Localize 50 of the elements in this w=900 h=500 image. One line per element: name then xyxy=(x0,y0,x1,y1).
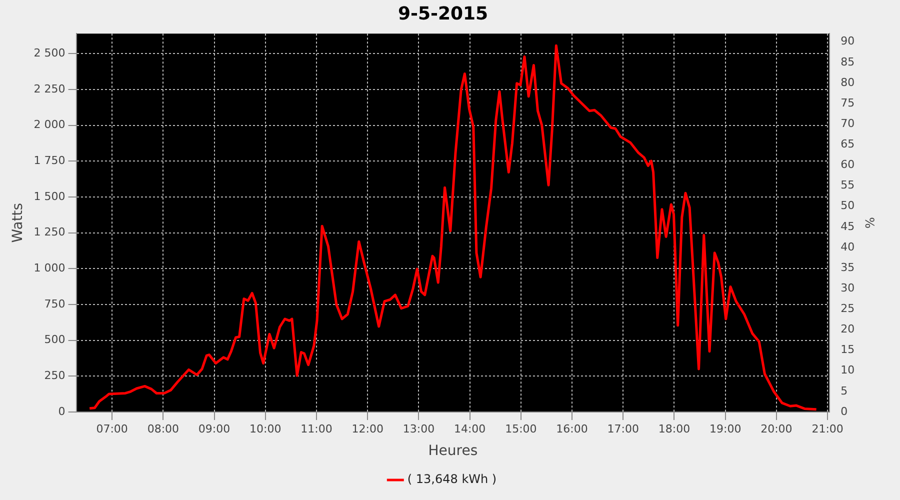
y2-tick-label: 55 xyxy=(840,178,855,192)
y2-tick-label: 75 xyxy=(840,96,855,110)
legend-label: ( 13,648 kWh ) xyxy=(407,472,497,486)
chart-title: 9-5-2015 xyxy=(398,3,488,24)
y2-tick-label: 60 xyxy=(840,158,855,172)
y2-tick-label: 70 xyxy=(840,116,855,130)
x-tick-label: 09:00 xyxy=(198,422,230,436)
y-tick-label: 250 xyxy=(44,369,66,382)
y-tick-label: 2 250 xyxy=(34,82,66,96)
y-tick-label: 2 500 xyxy=(34,46,66,60)
y2-tick-label: 25 xyxy=(840,302,855,316)
y2-tick-label: 90 xyxy=(840,34,855,48)
y2-tick-label: 40 xyxy=(840,240,855,254)
y-tick-label: 0 xyxy=(58,404,66,418)
x-tick-label: 13:00 xyxy=(402,422,435,436)
y2-tick-label: 35 xyxy=(840,260,855,274)
y-tick-label: 1 500 xyxy=(34,190,66,203)
y-tick-label: 1 000 xyxy=(34,262,66,275)
x-axis-title: Heures xyxy=(428,443,478,460)
x-tick-label: 11:00 xyxy=(300,422,332,436)
y2-tick-label: 30 xyxy=(840,281,855,294)
x-tick-label: 10:00 xyxy=(250,422,282,436)
y2-tick-label: 10 xyxy=(840,364,855,377)
x-tick-label: 15:00 xyxy=(505,422,537,436)
x-tick-label: 16:00 xyxy=(556,422,588,436)
x-tick-label: 19:00 xyxy=(709,422,742,436)
x-tick-label: 20:00 xyxy=(760,422,792,436)
x-tick-label: 17:00 xyxy=(607,422,639,436)
y-tick-label: 500 xyxy=(44,333,66,346)
y2-axis-title: % xyxy=(862,217,877,229)
y2-tick-label: 85 xyxy=(840,55,855,68)
y-tick-label: 1 750 xyxy=(34,154,66,168)
y-tick-label: 750 xyxy=(44,297,66,310)
y-axis-title: Watts xyxy=(10,202,26,243)
x-tick-label: 08:00 xyxy=(147,422,180,436)
y-tick-label: 1 250 xyxy=(34,226,66,239)
y2-tick-label: 65 xyxy=(840,138,855,151)
y2-tick-label: 5 xyxy=(840,384,848,398)
x-tick-label: 12:00 xyxy=(352,422,384,436)
x-tick-label: 14:00 xyxy=(454,422,486,436)
y2-tick-label: 80 xyxy=(840,76,855,89)
y-tick-label: 2 000 xyxy=(34,118,66,132)
y2-tick-label: 0 xyxy=(840,404,848,418)
y2-tick-label: 15 xyxy=(840,343,855,356)
y2-tick-label: 45 xyxy=(840,220,855,233)
x-tick-label: 07:00 xyxy=(96,422,128,436)
x-tick-label: 18:00 xyxy=(658,422,690,436)
y2-tick-label: 50 xyxy=(840,199,855,212)
x-tick-label: 21:00 xyxy=(812,422,844,436)
y2-tick-label: 20 xyxy=(840,322,855,336)
